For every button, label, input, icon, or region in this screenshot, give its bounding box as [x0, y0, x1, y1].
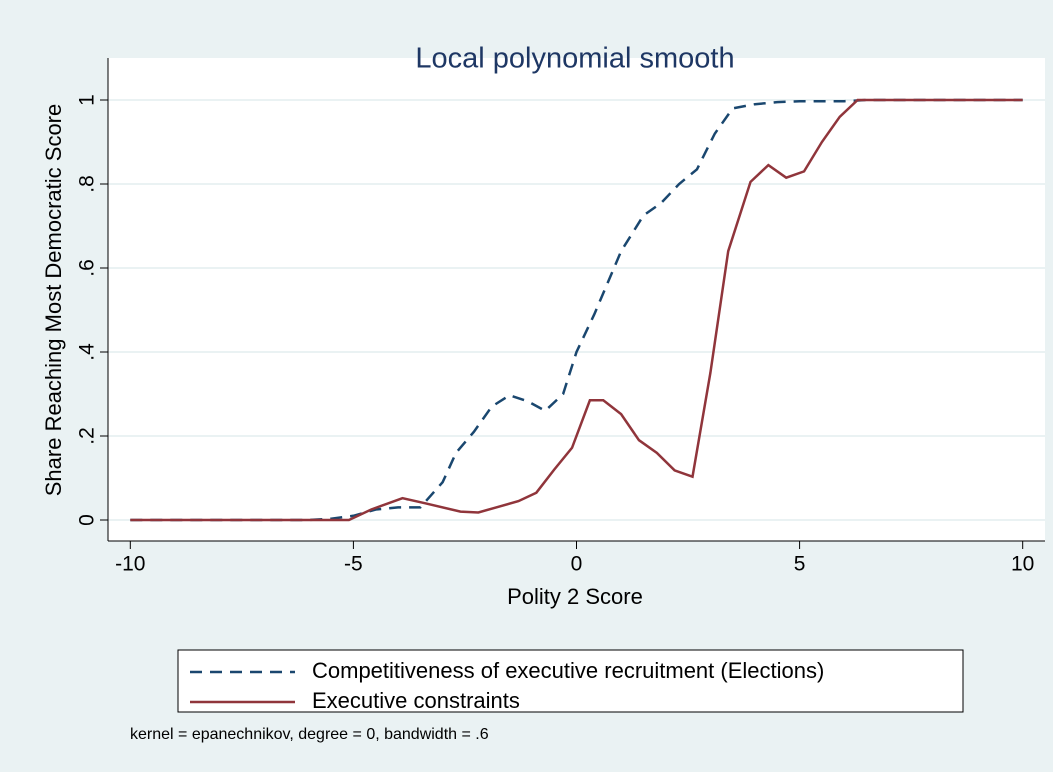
- series-line: [130, 98, 1023, 522]
- chart-title: Local polynomial smooth: [415, 43, 734, 75]
- legend-box: [177, 649, 964, 713]
- x-tick-label: 10: [1011, 553, 1034, 576]
- y-axis-title: Share Reaching Most Democratic Score: [41, 104, 66, 497]
- x-tick-label: -5: [344, 553, 363, 576]
- plot-area: [108, 58, 1045, 541]
- x-axis-title: Polity 2 Score: [507, 584, 643, 609]
- y-tick-label: 1: [76, 94, 99, 106]
- x-tick-label: 5: [794, 553, 806, 576]
- y-tick-label: .6: [76, 259, 99, 277]
- x-tick-label: 0: [571, 553, 583, 576]
- y-tick-label: .4: [76, 343, 99, 361]
- note: kernel = epanechnikov, degree = 0, bandw…: [130, 726, 489, 743]
- series-line: [130, 98, 1023, 522]
- legend-label: Executive constraints: [312, 688, 520, 713]
- y-tick-label: .2: [76, 427, 99, 445]
- y-tick-label: .8: [76, 175, 99, 193]
- x-tick-label: -10: [115, 553, 145, 576]
- legend-label: Competitiveness of executive recruitment…: [312, 658, 824, 683]
- y-tick-label: 0: [76, 514, 99, 526]
